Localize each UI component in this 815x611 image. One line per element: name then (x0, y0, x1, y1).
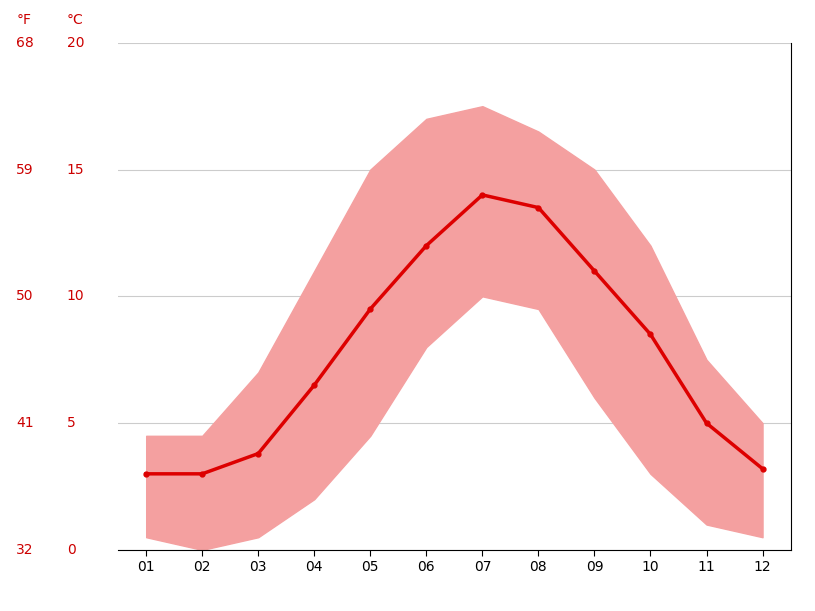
Text: °F: °F (16, 13, 31, 27)
Text: 68: 68 (16, 36, 34, 49)
Text: 32: 32 (16, 543, 33, 557)
Text: 10: 10 (67, 290, 85, 303)
Text: 20: 20 (67, 36, 84, 49)
Text: °C: °C (67, 13, 84, 27)
Text: 41: 41 (16, 416, 34, 430)
Text: 59: 59 (16, 163, 34, 177)
Text: 5: 5 (67, 416, 76, 430)
Text: 50: 50 (16, 290, 33, 303)
Text: 0: 0 (67, 543, 76, 557)
Text: 15: 15 (67, 163, 85, 177)
